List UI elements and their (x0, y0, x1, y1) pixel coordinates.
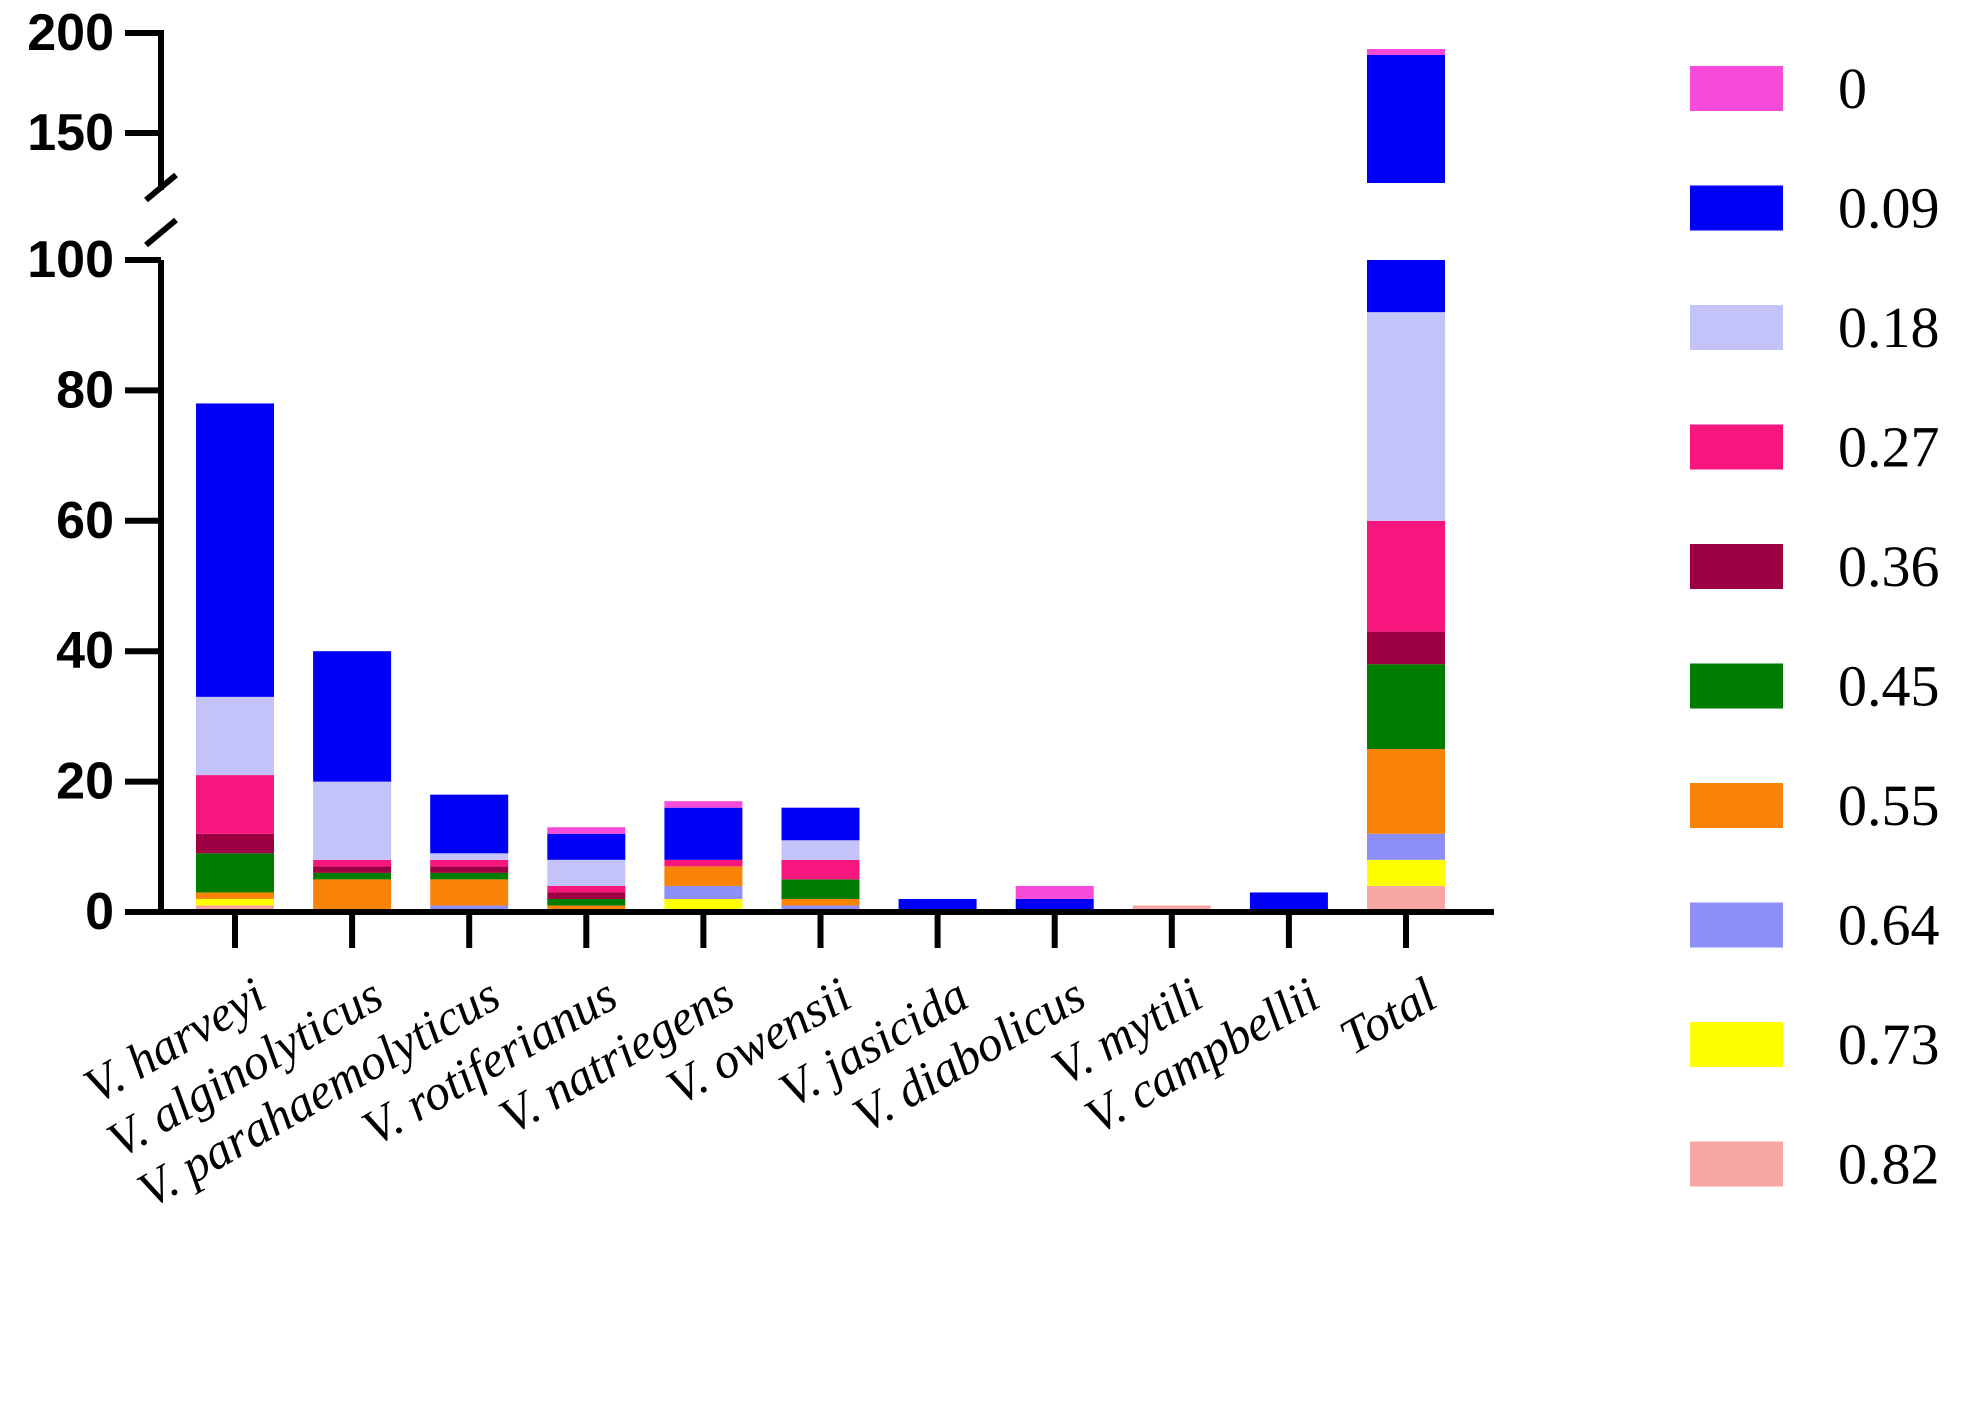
legend-swatch-0-18 (1690, 305, 1783, 350)
y-tick-label-100: 100 (27, 231, 114, 289)
legend-swatch-0 (1690, 66, 1783, 111)
bar-v-rotiferianus-s0-55 (547, 905, 626, 912)
bar-total-s0-36 (1367, 631, 1445, 665)
bar-v-alginolyticus-s0-36 (313, 866, 392, 873)
bar-v-rotiferianus-s0-45 (547, 898, 626, 906)
bar-v-owensii-s0-45 (781, 879, 860, 899)
bar-v-owensii-s0-55 (781, 898, 860, 906)
legend: 0 0.09 0.18 0.27 0.36 0.45 0.55 0.64 0.73 0.82 (1690, 56, 1940, 1197)
bar-v-alginolyticus-s0-09 (313, 651, 392, 782)
bar-v-jasicida-s0-09 (898, 898, 977, 912)
legend-label-0-09: 0.09 (1838, 176, 1940, 241)
bar-v-harveyi-s0-73 (196, 898, 274, 906)
bar-v-harveyi-s0-55 (196, 892, 274, 899)
bar-total-s0-73 (1367, 859, 1445, 886)
bar-v-harveyi-s0-45 (196, 853, 274, 893)
bar-v-alginolyticus-s0-27 (313, 859, 392, 867)
legend-label-0-45: 0.45 (1838, 654, 1940, 719)
bar-total-s0-18 (1367, 312, 1445, 521)
bar-v-harveyi-s0-36 (196, 833, 274, 854)
bar-v-parahaemolyticus-s0-36 (430, 866, 509, 873)
y-tick-label-60: 60 (56, 492, 114, 550)
legend-label-0-64: 0.64 (1838, 893, 1940, 958)
bar-v-mytili-s0-82 (1132, 905, 1211, 912)
bar-v-parahaemolyticus-s0-55 (430, 879, 509, 906)
bar-v-natriegens-s0-27 (664, 859, 743, 867)
bar-total-s0-09 (1367, 260, 1445, 313)
bar-v-rotiferianus-s0-36 (547, 892, 626, 899)
bar-v-parahaemolyticus-s0-64 (430, 905, 509, 912)
bar-total-s0-64 (1367, 833, 1445, 860)
legend-swatch-0-64 (1690, 902, 1783, 948)
legend-swatch-0-36 (1690, 544, 1783, 589)
bar-total-s0 (1367, 49, 1445, 55)
bar-v-diabolicus-s0-09 (1015, 898, 1094, 912)
bar-v-natriegens-s0-73 (664, 898, 743, 912)
y-tick-label-200: 200 (27, 4, 114, 62)
legend-label-0: 0 (1838, 56, 1867, 121)
x-category-label-total: Total (1330, 966, 1445, 1065)
legend-swatch-0-55 (1690, 783, 1783, 828)
legend-label-0-73: 0.73 (1838, 1012, 1940, 1077)
axis-break-mark-lower (144, 217, 178, 248)
y-ticks-layer: 0 20 40 60 80 100 150 200 (27, 4, 161, 941)
bar-v-harveyi-s0-09 (196, 403, 274, 697)
bar-v-parahaemolyticus-s0-45 (430, 872, 509, 880)
bar-v-rotiferianus-s0-18 (547, 859, 626, 886)
bar-v-harveyi-s0-82 (196, 905, 274, 912)
bar-v-alginolyticus-s0-45 (313, 872, 392, 880)
bar-v-owensii-s0-18 (781, 840, 860, 860)
bar-total-s0-55 (1367, 749, 1445, 834)
bar-total-s0-82 (1367, 885, 1445, 912)
legend-label-0-82: 0.82 (1838, 1132, 1940, 1197)
legend-label-0-36: 0.36 (1838, 534, 1940, 599)
bar-total-s0-27 (1367, 520, 1445, 632)
bar-v-parahaemolyticus-s0-09 (430, 794, 509, 854)
legend-label-0-27: 0.27 (1838, 415, 1940, 480)
legend-swatch-0-45 (1690, 663, 1783, 709)
bar-v-diabolicus-s0 (1015, 885, 1094, 899)
bars-layer (196, 49, 1445, 912)
legend-swatch-0-82 (1690, 1141, 1783, 1187)
bar-v-natriegens-s0-55 (664, 866, 743, 886)
legend-swatch-0-27 (1690, 424, 1783, 470)
y-tick-label-80: 80 (56, 361, 114, 419)
bar-v-campbellii-s0-09 (1249, 892, 1328, 912)
bar-v-harveyi-s0-27 (196, 775, 274, 834)
bar-v-parahaemolyticus-s0-18 (430, 853, 509, 860)
bar-v-owensii-s0-64 (781, 905, 860, 912)
bar-v-rotiferianus-s0 (547, 827, 626, 834)
legend-label-0-55: 0.55 (1838, 773, 1940, 838)
legend-swatch-0-09 (1690, 185, 1783, 231)
y-tick-label-40: 40 (56, 622, 114, 680)
bar-v-alginolyticus-s0-55 (313, 879, 392, 912)
legend-swatch-0-73 (1690, 1022, 1783, 1067)
bar-v-alginolyticus-s0-18 (313, 781, 392, 860)
y-tick-label-150: 150 (27, 104, 114, 162)
legend-label-0-18: 0.18 (1838, 295, 1940, 360)
bar-v-natriegens-s0 (664, 801, 743, 808)
bar-v-rotiferianus-s0-27 (547, 885, 626, 893)
bar-v-owensii-s0-09 (781, 807, 860, 841)
bar-v-rotiferianus-s0-09 (547, 833, 626, 860)
bar-v-parahaemolyticus-s0-27 (430, 859, 509, 867)
axis-break-mark-upper (144, 172, 178, 203)
bar-v-natriegens-s0-09 (664, 807, 743, 860)
bar-v-natriegens-s0-64 (664, 885, 743, 899)
axes-layer (144, 30, 1494, 915)
bar-total-s0-45 (1367, 664, 1445, 749)
y-tick-label-0: 0 (85, 883, 114, 941)
y-tick-label-20: 20 (56, 753, 114, 811)
bar-total-s0-09-upper (1367, 55, 1445, 183)
bar-v-harveyi-s0-18 (196, 696, 274, 776)
bar-v-owensii-s0-27 (781, 859, 860, 880)
